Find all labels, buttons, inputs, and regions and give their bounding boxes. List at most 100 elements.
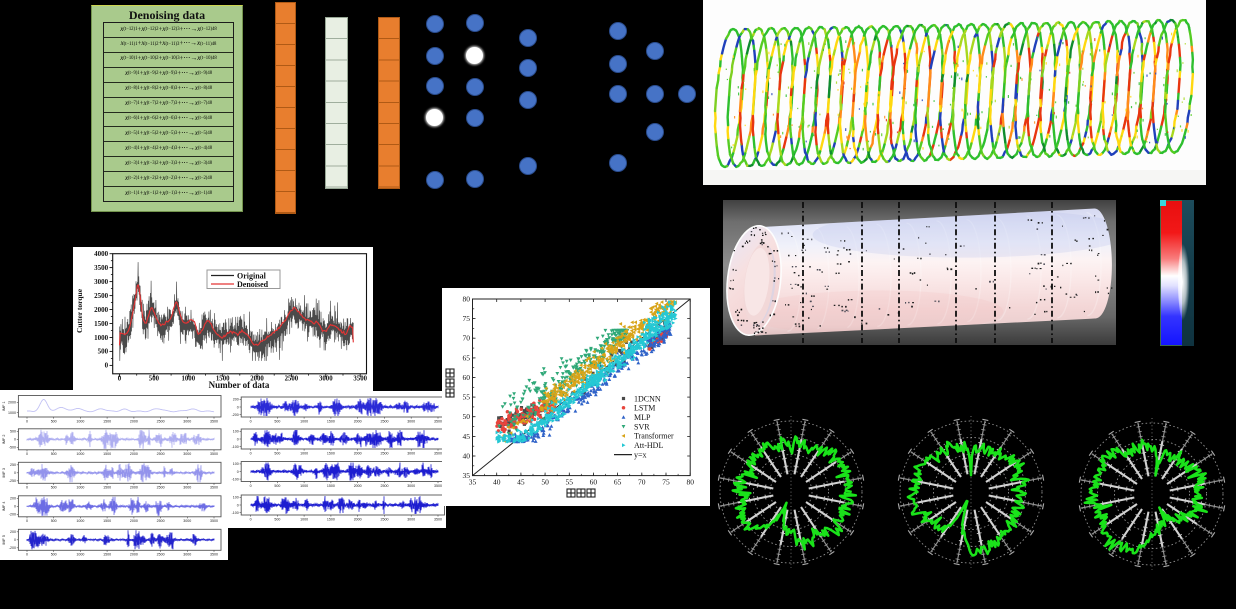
svg-text:MLP: MLP (634, 413, 651, 422)
svg-text:500: 500 (51, 452, 57, 456)
svg-text:0: 0 (105, 362, 109, 370)
svg-text:200: 200 (233, 398, 239, 402)
svg-text:3500: 3500 (210, 519, 218, 523)
svg-text:2000: 2000 (354, 451, 362, 455)
svg-text:2500: 2500 (157, 452, 165, 456)
svg-text:2500: 2500 (381, 419, 389, 423)
svg-text:0: 0 (250, 451, 252, 455)
svg-text:3500: 3500 (210, 553, 218, 557)
svg-text:IMF 3: IMF 3 (2, 468, 6, 478)
svg-text:SVR: SVR (634, 422, 650, 431)
svg-text:2000: 2000 (354, 517, 362, 521)
svg-text:-100: -100 (232, 511, 239, 515)
svg-text:500: 500 (274, 451, 280, 455)
svg-text:500: 500 (274, 484, 280, 488)
svg-text:1000: 1000 (76, 419, 84, 423)
svg-text:2000: 2000 (94, 306, 109, 314)
svg-text:IMF 8: IMF 8 (228, 467, 229, 477)
svg-text:65: 65 (614, 478, 622, 487)
svg-text:3000: 3000 (407, 419, 415, 423)
svg-text:2000: 2000 (130, 419, 138, 423)
svg-text:0: 0 (14, 438, 16, 442)
svg-text:IMF 5: IMF 5 (2, 535, 6, 545)
svg-text:1000: 1000 (94, 334, 109, 342)
svg-text:0: 0 (26, 486, 28, 490)
svg-text:1000: 1000 (76, 486, 84, 490)
svg-text:IMF 9: IMF 9 (228, 500, 229, 510)
svg-text:-500: -500 (9, 446, 16, 450)
svg-text:2000: 2000 (130, 486, 138, 490)
svg-text:65: 65 (463, 353, 471, 362)
svg-text:Original: Original (237, 271, 267, 280)
svg-text:0: 0 (237, 405, 239, 409)
svg-text:1500: 1500 (327, 451, 335, 455)
svg-text:-200: -200 (9, 513, 16, 517)
svg-text:100: 100 (233, 496, 239, 500)
svg-text:2000: 2000 (130, 452, 138, 456)
svg-text:2500: 2500 (157, 419, 165, 423)
svg-text:1000: 1000 (76, 452, 84, 456)
svg-text:1500: 1500 (103, 519, 111, 523)
svg-text:55: 55 (566, 478, 574, 487)
svg-text:0: 0 (250, 484, 252, 488)
svg-text:3500: 3500 (210, 452, 218, 456)
svg-text:80: 80 (463, 295, 471, 304)
svg-text:500: 500 (51, 519, 57, 523)
svg-text:IMF 7: IMF 7 (228, 434, 229, 444)
svg-text:1500: 1500 (327, 484, 335, 488)
svg-text:500: 500 (149, 376, 160, 383)
svg-text:500: 500 (274, 517, 280, 521)
svg-text:0: 0 (26, 519, 28, 523)
svg-text:2000: 2000 (250, 376, 264, 383)
svg-text:40: 40 (493, 478, 501, 487)
svg-text:70: 70 (638, 478, 646, 487)
svg-text:0: 0 (26, 553, 28, 557)
svg-text:3500: 3500 (210, 419, 218, 423)
svg-text:2000: 2000 (130, 519, 138, 523)
svg-text:Denoised: Denoised (237, 280, 269, 289)
svg-text:-100: -100 (232, 477, 239, 481)
svg-text:500: 500 (51, 486, 57, 490)
svg-text:3000: 3000 (183, 419, 191, 423)
svg-text:3500: 3500 (434, 419, 442, 423)
svg-text:0: 0 (250, 419, 252, 423)
svg-text:1500: 1500 (103, 419, 111, 423)
svg-text:500: 500 (51, 553, 57, 557)
svg-text:2500: 2500 (381, 451, 389, 455)
svg-text:IMF 1: IMF 1 (2, 401, 6, 411)
svg-text:Number of data: Number of data (209, 380, 270, 390)
svg-text:1500: 1500 (103, 452, 111, 456)
svg-text:Cutter torque: Cutter torque (75, 288, 84, 333)
svg-text:3000: 3000 (183, 486, 191, 490)
svg-text:45: 45 (517, 478, 525, 487)
svg-text:35: 35 (469, 478, 477, 487)
svg-text:1000: 1000 (8, 411, 16, 415)
svg-text:3000: 3000 (319, 376, 333, 383)
svg-text:70: 70 (463, 334, 471, 343)
svg-text:3000: 3000 (94, 278, 109, 286)
svg-text:0: 0 (14, 538, 16, 542)
svg-text:IMF 4: IMF 4 (2, 501, 6, 511)
svg-text:1500: 1500 (327, 419, 335, 423)
svg-text:75: 75 (463, 314, 471, 323)
svg-text:2500: 2500 (157, 486, 165, 490)
svg-text:2000: 2000 (130, 553, 138, 557)
svg-text:0: 0 (26, 419, 28, 423)
svg-text:0: 0 (237, 470, 239, 474)
svg-text:-200: -200 (232, 413, 239, 417)
svg-text:75: 75 (662, 478, 670, 487)
svg-text:0: 0 (14, 505, 16, 509)
svg-text:2500: 2500 (285, 376, 299, 383)
svg-text:2500: 2500 (157, 553, 165, 557)
svg-text:IMF 2: IMF 2 (2, 434, 6, 444)
svg-text:100: 100 (233, 462, 239, 466)
svg-text:50: 50 (463, 412, 471, 421)
svg-text:1000: 1000 (76, 553, 84, 557)
svg-text:3000: 3000 (183, 452, 191, 456)
svg-text:500: 500 (10, 430, 16, 434)
svg-text:Transformer: Transformer (634, 432, 674, 441)
svg-text:500: 500 (98, 348, 109, 356)
svg-text:45: 45 (463, 432, 471, 441)
svg-text:4000: 4000 (94, 250, 109, 258)
svg-text:2500: 2500 (381, 517, 389, 521)
